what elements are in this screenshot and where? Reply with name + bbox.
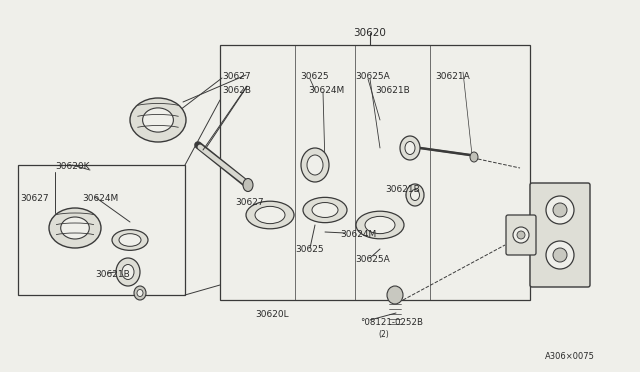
FancyBboxPatch shape [530,183,590,287]
Ellipse shape [387,286,403,304]
Text: 30620L: 30620L [255,310,289,319]
Ellipse shape [130,98,186,142]
Text: 30620K: 30620K [55,162,90,171]
Ellipse shape [61,217,90,239]
Ellipse shape [312,202,338,218]
Ellipse shape [134,286,146,300]
Ellipse shape [119,234,141,246]
Circle shape [513,227,529,243]
Circle shape [553,203,567,217]
Ellipse shape [470,152,478,162]
Text: 30621B: 30621B [375,86,410,95]
Circle shape [546,241,574,269]
Text: 30627: 30627 [222,72,251,81]
Text: 30627: 30627 [20,194,49,203]
Circle shape [553,248,567,262]
Text: 30621B: 30621B [95,270,130,279]
Text: (2): (2) [378,330,388,339]
Ellipse shape [406,184,424,206]
Ellipse shape [405,141,415,154]
Ellipse shape [246,201,294,229]
Ellipse shape [356,211,404,239]
Text: °08121-0252B: °08121-0252B [360,318,423,327]
Text: 30624M: 30624M [340,230,376,239]
Text: 30621B: 30621B [385,185,420,194]
FancyBboxPatch shape [506,215,536,255]
Text: 30624M: 30624M [308,86,344,95]
Text: 30625A: 30625A [355,72,390,81]
Text: 30625: 30625 [295,245,324,254]
Text: 30621A: 30621A [435,72,470,81]
Ellipse shape [112,230,148,250]
Ellipse shape [303,198,347,223]
Ellipse shape [122,264,134,279]
Text: 30625: 30625 [300,72,328,81]
Text: A306×0075: A306×0075 [545,352,595,361]
Text: 3062B: 3062B [222,86,251,95]
Text: 30627: 30627 [235,198,264,207]
Text: 30624M: 30624M [82,194,118,203]
Ellipse shape [365,217,395,234]
Ellipse shape [400,136,420,160]
Ellipse shape [243,179,253,192]
Ellipse shape [49,208,101,248]
Ellipse shape [143,108,173,132]
Circle shape [546,196,574,224]
Ellipse shape [307,155,323,175]
Ellipse shape [255,206,285,224]
Ellipse shape [137,289,143,296]
Ellipse shape [116,258,140,286]
Circle shape [517,231,525,239]
Text: 30625A: 30625A [355,255,390,264]
Bar [18,165,185,295]
Bar [220,45,530,300]
Ellipse shape [410,189,419,201]
Text: 30620: 30620 [353,28,387,38]
Ellipse shape [301,148,329,182]
